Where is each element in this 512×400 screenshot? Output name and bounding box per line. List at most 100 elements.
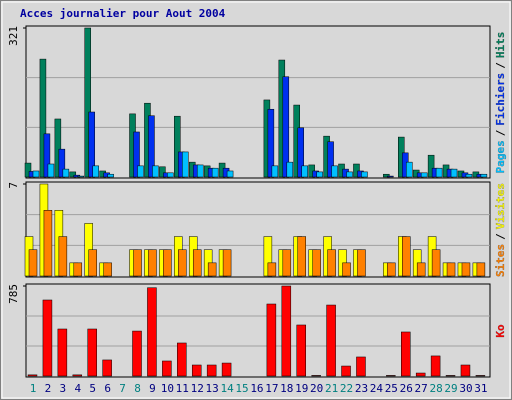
- bar: [357, 249, 366, 277]
- bar: [192, 249, 202, 277]
- bar: [159, 166, 166, 178]
- bar: [58, 148, 66, 178]
- legend-separator: /: [494, 233, 507, 240]
- bar: [163, 249, 172, 277]
- bar: [326, 304, 336, 377]
- bar: [465, 173, 473, 178]
- bar: [178, 249, 187, 277]
- bar: [191, 364, 202, 377]
- bar: [62, 168, 70, 178]
- x-tick-label: 13: [206, 382, 219, 395]
- x-tick-label: 14: [220, 382, 234, 395]
- bar: [297, 127, 304, 178]
- bar: [331, 165, 338, 178]
- x-tick-label: 15: [235, 382, 248, 395]
- x-tick-label: 28: [429, 382, 442, 395]
- bar: [435, 167, 443, 178]
- bar: [92, 165, 99, 178]
- x-tick-label: 31: [474, 382, 487, 395]
- bar: [356, 356, 366, 377]
- bar: [196, 164, 204, 178]
- bar: [420, 172, 428, 178]
- bar: [450, 168, 458, 178]
- bar: [221, 362, 232, 377]
- legend-separator: /: [494, 62, 507, 69]
- chart-title: Acces journalier pour Aout 2004: [20, 7, 226, 20]
- x-tick-label: 19: [295, 382, 308, 395]
- bar: [77, 175, 85, 178]
- legend: Sites / Visites: [494, 183, 507, 277]
- bar: [42, 299, 53, 377]
- legend: Ko: [494, 324, 507, 338]
- x-tick-label: 25: [385, 382, 398, 395]
- bar: [84, 27, 91, 178]
- legend-entry: Pages: [494, 140, 507, 173]
- x-tick-label: 26: [400, 382, 413, 395]
- bar: [27, 374, 38, 377]
- bar: [480, 173, 488, 178]
- bar: [182, 151, 189, 178]
- bar: [102, 359, 112, 377]
- x-tick-label: 16: [250, 382, 263, 395]
- bar: [431, 249, 441, 277]
- bar: [54, 118, 62, 178]
- bar: [148, 115, 155, 178]
- bar: [476, 262, 486, 277]
- bar: [43, 133, 51, 178]
- bar: [137, 165, 144, 178]
- y-tick-label: 785: [7, 284, 20, 304]
- bar: [327, 141, 334, 178]
- x-tick-label: 29: [444, 382, 457, 395]
- bar: [445, 375, 456, 377]
- bar: [147, 287, 157, 377]
- bar: [341, 365, 351, 377]
- legend-entry: Sites: [494, 244, 507, 277]
- bar: [387, 175, 394, 178]
- bar: [361, 171, 368, 178]
- bar: [383, 173, 390, 178]
- x-tick-label: 10: [161, 382, 174, 395]
- x-tick-label: 8: [134, 382, 141, 395]
- panel: [25, 25, 491, 179]
- bar: [267, 108, 275, 178]
- bar: [24, 162, 32, 178]
- bar: [28, 249, 38, 277]
- bar: [430, 355, 441, 377]
- bar: [167, 172, 174, 178]
- bar: [402, 236, 411, 277]
- bar: [73, 262, 83, 277]
- legend-entry: Hits: [494, 32, 507, 59]
- bar: [226, 170, 234, 178]
- x-tick-label: 1: [30, 382, 37, 395]
- bar: [282, 249, 292, 277]
- bar: [152, 165, 159, 178]
- bar: [43, 210, 53, 277]
- bar: [282, 76, 290, 178]
- bar: [207, 262, 217, 277]
- bar: [177, 342, 187, 377]
- x-tick-label: 22: [340, 382, 353, 395]
- x-tick-label: 23: [355, 382, 368, 395]
- bar: [386, 375, 396, 377]
- x-tick-label: 9: [149, 382, 156, 395]
- bar: [342, 262, 351, 277]
- bar: [267, 262, 277, 277]
- bar: [415, 372, 426, 377]
- bar: [327, 249, 336, 277]
- bar: [266, 303, 277, 377]
- bar: [47, 163, 55, 178]
- bar: [401, 331, 411, 377]
- bar: [301, 165, 308, 178]
- bar: [461, 262, 471, 277]
- bar: [346, 171, 353, 178]
- bar: [148, 249, 157, 277]
- bar: [206, 364, 217, 377]
- bar: [475, 375, 486, 377]
- legend-entry: Visites: [494, 183, 507, 229]
- bar: [312, 249, 321, 277]
- bar: [88, 249, 97, 277]
- bar: [132, 330, 142, 377]
- legend: Pages / Fichiers / Hits: [494, 32, 507, 174]
